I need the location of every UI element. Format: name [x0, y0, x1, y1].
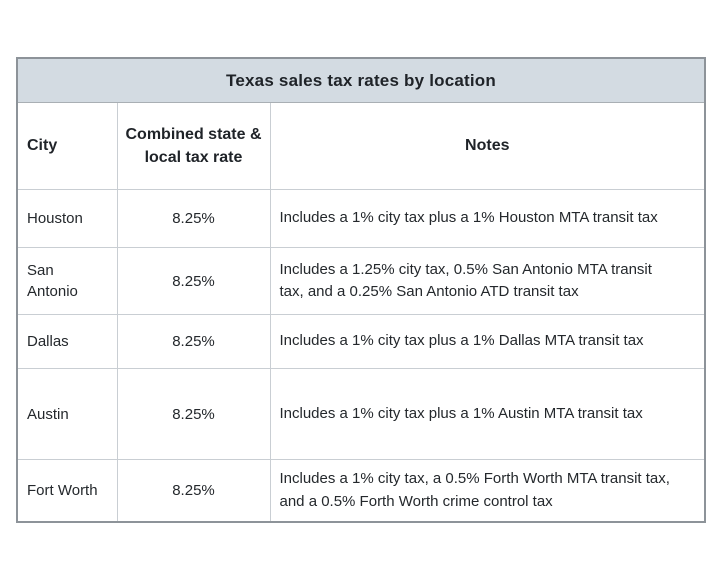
- table-row-fort-worth: Fort Worth 8.25% Includes a 1% city tax,…: [16, 459, 706, 523]
- rate-cell: 8.25%: [116, 368, 271, 460]
- table-row-austin: Austin 8.25% Includes a 1% city tax plus…: [16, 368, 706, 460]
- notes-cell: Includes a 1.25% city tax, 0.5% San Anto…: [269, 247, 706, 315]
- city-cell: San Antonio: [16, 247, 118, 315]
- title-row: Texas sales tax rates by location: [16, 57, 706, 103]
- rate-cell: 8.25%: [116, 247, 271, 315]
- city-cell: Austin: [16, 368, 118, 460]
- column-header-city: City: [16, 102, 118, 190]
- city-cell: Fort Worth: [16, 459, 118, 523]
- column-header-rate: Combined state & local tax rate: [116, 102, 271, 190]
- header-row: City Combined state & local tax rate Not…: [16, 102, 706, 190]
- city-cell: Houston: [16, 189, 118, 248]
- tax-rates-table: Texas sales tax rates by location City C…: [16, 57, 707, 523]
- rate-cell: 8.25%: [116, 189, 271, 248]
- notes-cell: Includes a 1% city tax plus a 1% Austin …: [269, 368, 706, 460]
- rate-cell: 8.25%: [116, 314, 271, 369]
- table-title: Texas sales tax rates by location: [16, 57, 706, 103]
- table-row-san-antonio: San Antonio 8.25% Includes a 1.25% city …: [16, 247, 706, 315]
- table-row-houston: Houston 8.25% Includes a 1% city tax plu…: [16, 189, 706, 248]
- notes-cell: Includes a 1% city tax plus a 1% Houston…: [269, 189, 706, 248]
- table-row-dallas: Dallas 8.25% Includes a 1% city tax plus…: [16, 314, 706, 369]
- rate-cell: 8.25%: [116, 459, 271, 523]
- notes-cell: Includes a 1% city tax, a 0.5% Forth Wor…: [269, 459, 706, 523]
- city-cell: Dallas: [16, 314, 118, 369]
- column-header-notes: Notes: [269, 102, 706, 190]
- notes-cell: Includes a 1% city tax plus a 1% Dallas …: [269, 314, 706, 369]
